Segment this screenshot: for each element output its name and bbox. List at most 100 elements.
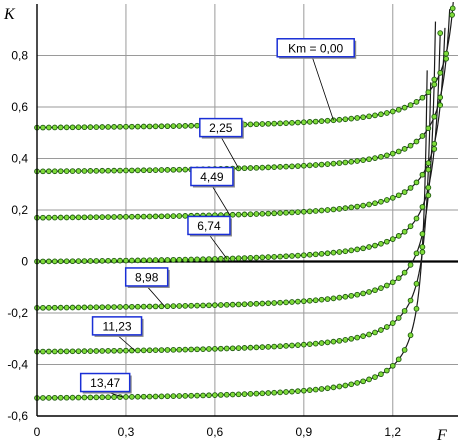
series-5-point-26 [188, 346, 195, 353]
series-3-point-39 [265, 254, 272, 260]
series-label-2: 4,49 [200, 170, 224, 184]
series-4-point-51 [336, 294, 343, 301]
series-6-point-53 [348, 381, 355, 388]
series-6-point-7 [75, 394, 82, 401]
series-2-point-15 [123, 213, 129, 220]
series-3-point-21 [158, 257, 165, 263]
series-3-point-2 [46, 258, 52, 265]
series-6-point-48 [318, 386, 325, 392]
series-1-point-44 [295, 163, 301, 169]
series-4-point-25 [182, 303, 189, 309]
series-0-point-55 [360, 114, 366, 121]
series-1-point-60 [389, 150, 396, 157]
series-5-point-64 [413, 280, 420, 287]
series-2-point-17 [134, 213, 141, 220]
series-5-point-52 [342, 337, 349, 343]
series-0-point-23 [170, 123, 177, 129]
series-1-point-10 [93, 167, 100, 174]
series-5-point-62 [401, 308, 408, 314]
series-4-point-36 [247, 301, 254, 307]
series-4-point-52 [342, 293, 349, 300]
series-2-point-43 [289, 209, 295, 216]
series-label-box-2 [190, 166, 234, 187]
series-2-point-8 [81, 214, 88, 221]
series-1-point-8 [81, 168, 88, 174]
series-0-point-22 [164, 123, 171, 130]
series-4-point-16 [129, 303, 135, 310]
series-2-point-66 [425, 160, 432, 166]
series-0-point-40 [271, 120, 278, 127]
series-2-point-51 [336, 205, 343, 212]
series-1-point-58 [378, 153, 384, 160]
series-5-point-66 [425, 166, 432, 173]
series-0-point-54 [354, 115, 361, 121]
series-0-point-66 [425, 89, 432, 96]
series-6-point-44 [295, 388, 301, 395]
series-6-point-51 [336, 383, 343, 390]
series-4-point-9 [87, 304, 94, 311]
series-2-point-38 [259, 210, 266, 217]
series-4-point-24 [176, 303, 183, 309]
series-6-point-63 [407, 332, 414, 339]
series-3-point-35 [241, 255, 248, 261]
series-5-point-57 [372, 329, 378, 336]
series-0-point-13 [111, 124, 117, 130]
series-5-point-20 [152, 347, 159, 354]
series-4-point-65 [419, 231, 426, 237]
series-3-point-37 [253, 254, 260, 261]
series-0-point-1 [40, 124, 46, 131]
series-4-point-45 [300, 298, 307, 305]
series-3-point-54 [354, 246, 361, 253]
series-5-point-38 [259, 344, 266, 351]
x-tick-label-1: 0,3 [118, 425, 135, 439]
series-4-point-53 [348, 292, 355, 299]
series-3-point-38 [259, 254, 266, 261]
series-3-point-24 [176, 256, 183, 263]
series-6-point-28 [200, 392, 206, 399]
series-3-point-18 [140, 257, 147, 264]
series-3-point-5 [63, 258, 70, 265]
series-3-point-31 [217, 255, 224, 262]
series-5-point-58 [378, 327, 384, 333]
series-6-point-38 [259, 390, 266, 397]
series-1-point-69 [443, 55, 449, 62]
series-5-point-9 [87, 348, 94, 354]
series-0-point-53 [348, 115, 355, 122]
series-0-point-39 [265, 120, 272, 127]
series-0-point-4 [57, 124, 64, 131]
series-1-point-61 [395, 148, 402, 155]
series-3-point-34 [235, 255, 242, 262]
series-1-point-68 [437, 94, 444, 101]
series-4-point-55 [360, 290, 366, 297]
series-1-point-46 [306, 162, 313, 169]
series-2-point-61 [395, 192, 402, 199]
series-1-point-18 [140, 167, 147, 174]
series-5-point-22 [164, 347, 171, 353]
series-3-point-12 [105, 257, 112, 264]
series-3-point-13 [111, 257, 117, 264]
series-label-1: 2,25 [209, 121, 233, 135]
series-1-point-52 [342, 159, 349, 166]
series-4-point-49 [324, 296, 331, 302]
series-6-point-9 [87, 394, 94, 401]
series-5-point-10 [93, 348, 100, 354]
series-6-point-37 [253, 390, 260, 397]
series-5-point-17 [134, 347, 141, 354]
series-6-point-24 [176, 393, 183, 399]
series-1-point-64 [413, 138, 420, 145]
series-2-point-60 [389, 195, 396, 201]
series-2-point-7 [75, 214, 82, 221]
series-4-point-33 [229, 301, 236, 308]
series-3-point-56 [366, 244, 372, 250]
series-0-point-21 [158, 123, 165, 130]
series-6-point-47 [312, 386, 319, 393]
series-2-point-5 [63, 214, 70, 221]
series-3-point-41 [277, 253, 283, 260]
series-0-point-57 [372, 112, 378, 119]
series-0-point-60 [389, 108, 396, 115]
series-2-point-11 [99, 214, 106, 220]
series-label-0: Km = 0,00 [288, 41, 343, 55]
series-5-point-30 [212, 346, 218, 352]
series-2-point-45 [300, 208, 307, 215]
series-5-point-7 [75, 348, 82, 355]
